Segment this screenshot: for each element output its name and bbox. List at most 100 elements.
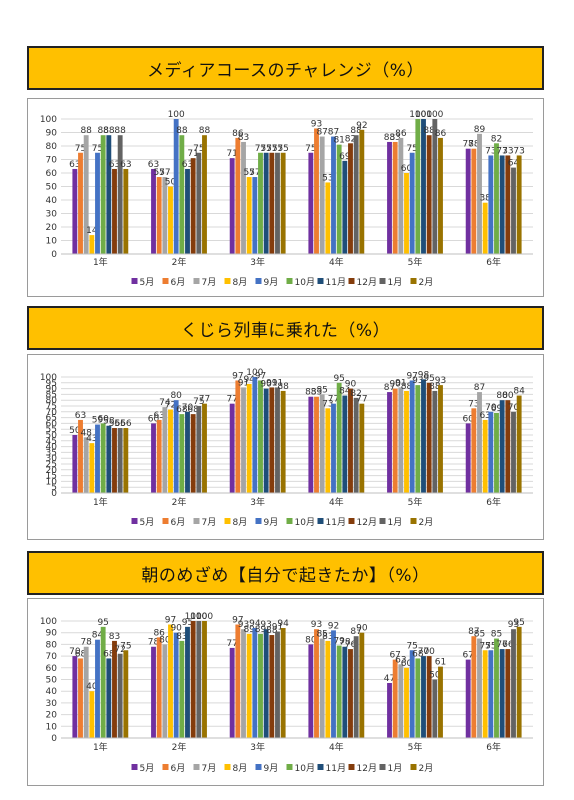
data-label: 91 [272,623,283,633]
data-label: 77 [328,395,339,405]
bar [151,168,156,254]
data-label: 72 [114,645,125,655]
bar [235,137,241,254]
data-label: 97 [255,371,266,381]
y-tick-label: 65 [46,414,57,424]
x-tick-label: 6年 [486,741,501,753]
y-tick-label: 90 [46,385,58,395]
data-label: 63 [395,655,406,665]
data-label: 73 [468,399,479,409]
data-label: 83 [311,388,322,398]
legend-label: 7月 [202,517,217,528]
bar [499,155,505,254]
data-label: 63 [69,160,80,170]
y-tick-label: 85 [46,390,57,400]
bar [162,644,168,738]
bar [202,621,207,738]
y-tick-label: 70 [46,652,58,662]
data-label: 87 [474,383,485,393]
legend-swatch [410,518,417,524]
bar [112,428,117,493]
bar [319,394,325,493]
bar [151,646,156,738]
data-label: 80 [305,635,317,645]
bar [387,683,392,738]
data-label: 59 [92,416,104,426]
legend-swatch [286,278,293,284]
bar [190,158,196,254]
legend-swatch [286,518,293,524]
bar [78,419,83,493]
data-label: 85 [491,630,502,640]
data-label: 63 [479,411,490,421]
bar [505,400,511,493]
bar [336,382,342,493]
data-label: 50 [429,671,441,681]
legend-swatch [224,518,231,524]
bar [78,152,83,254]
y-tick-label: 35 [46,448,57,458]
bar [438,385,443,493]
legend-label: 11月 [326,517,346,528]
data-label: 68 [176,405,188,415]
bar [404,667,409,738]
data-label: 93 [238,620,249,630]
data-label: 88 [97,126,109,136]
bar [258,152,263,254]
data-label: 68 [187,405,199,415]
legend-swatch [162,518,169,524]
data-label: 97 [232,616,243,626]
data-label: 89 [255,625,267,635]
bar [263,629,269,738]
bar [89,235,95,254]
legend-swatch [255,278,262,284]
bar [325,408,331,493]
bar [342,646,348,738]
bar [482,202,488,254]
data-label: 83 [305,388,316,398]
x-tick-label: 6年 [486,496,501,508]
data-label: 38 [479,194,491,204]
bar [185,168,190,254]
bar [482,650,488,738]
bar [398,387,404,493]
x-tick-label: 2年 [172,741,187,753]
bar [168,409,173,493]
bar [112,168,117,254]
x-tick-label: 2年 [172,256,187,268]
data-label: 80 [159,635,171,645]
bar [280,152,286,254]
bar [325,182,331,254]
bar [72,435,78,493]
y-tick-label: 80 [46,640,58,650]
data-label: 78 [148,638,160,648]
data-label: 58 [103,417,115,427]
bar [246,633,252,738]
bar [505,649,511,738]
data-label: 60 [462,414,474,424]
bar [156,177,162,254]
data-label: 77 [226,639,237,649]
chart-panel-wakeup: 0 10 20 30 40 50 60 70 80 90 100 70 78 77 80 47 67 68 86 97… [27,598,544,786]
legend-swatch [286,764,293,770]
x-tick-label: 1年 [93,496,108,508]
bar [348,388,353,493]
data-label: 93 [311,119,322,129]
y-tick-label: 75 [46,402,57,412]
y-tick-label: 50 [46,676,58,686]
bar [404,390,409,493]
legend-swatch [131,764,138,770]
data-label: 56 [114,419,126,429]
bar [229,158,235,254]
bar [432,119,438,254]
data-label: 84 [339,387,351,397]
bar [112,640,117,738]
legend-label: 6月 [171,763,186,774]
bar [415,658,421,738]
legend-label: 1月 [388,517,403,528]
bar [162,177,168,254]
bar [235,380,241,493]
bar [426,656,432,738]
bar [100,626,106,738]
